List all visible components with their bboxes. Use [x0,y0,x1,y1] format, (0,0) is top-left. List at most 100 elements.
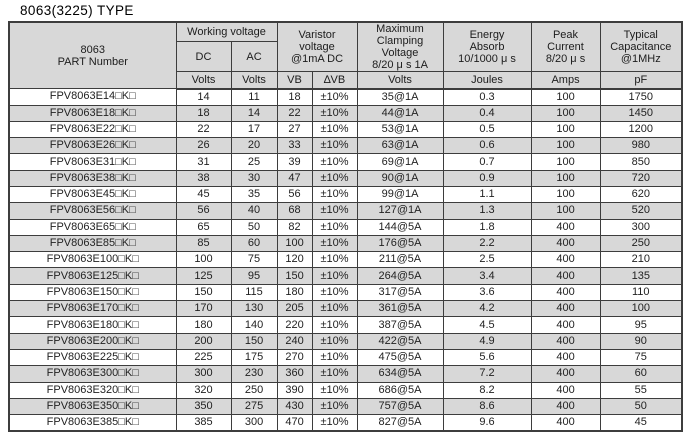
table-row: FPV8063E350□K□ 350 275 430 ±10% 757@5A 8.6 400 5… [8,397,683,416]
header-dc: DC [175,41,232,72]
table-row: FPV8063E22□K□ 22 17 27 ±10% 53@1A 0.5 100 1200 [8,120,683,139]
table-row: FPV8063E14□K□ 14 11 18 ±10% 35@1A 0.3 100 1750 [8,88,683,106]
peak-amps-cell: 100 [530,120,601,139]
peak-amps-cell: 400 [530,218,601,236]
vb-cell: 100 [276,234,313,253]
header-part-number: 8063 PART Number [8,21,177,89]
delta-vb-cell: ±10% [311,332,358,350]
part-number-cell: FPV8063E38□K□ [8,169,177,187]
table-row: FPV8063E150□K□ 150 115 180 ±10% 317@5A 3.6 400 1… [8,283,683,302]
header-max-clamping-voltage: Maximum Clamping Voltage 8/20 μ s 1A [356,21,444,72]
unit-joules: Joules [442,71,532,90]
part-number-cell: FPV8063E350□K□ [8,397,177,416]
header-row-2: DC AC [9,41,682,72]
ac-volts-cell: 14 [230,104,278,122]
peak-amps-cell: 400 [530,234,601,253]
part-number-cell: FPV8063E56□K□ [8,202,177,220]
unit-pf: pF [599,71,683,90]
header-energy-absorb: Energy Absorb 10/1000 μ s [442,21,532,72]
part-number-cell: FPV8063E170□K□ [8,300,177,318]
capacitance-pf-cell: 95 [599,316,683,334]
energy-joules-cell: 2.2 [442,234,532,253]
ac-volts-cell: 175 [230,348,278,367]
part-number-cell: FPV8063E100□K□ [8,251,177,269]
ac-volts-cell: 30 [230,169,278,187]
capacitance-pf-cell: 720 [599,169,683,187]
clamping-voltage-cell: 44@1A [356,104,444,122]
vb-cell: 47 [276,169,313,187]
delta-vb-cell: ±10% [311,104,358,122]
vb-cell: 27 [276,120,313,139]
capacitance-pf-cell: 55 [599,381,683,399]
dc-volts-cell: 150 [175,283,232,302]
delta-vb-cell: ±10% [311,397,358,416]
part-number-cell: FPV8063E22□K□ [8,120,177,139]
clamping-voltage-cell: 757@5A [356,397,444,416]
peak-amps-cell: 100 [530,88,601,106]
clamping-voltage-cell: 144@5A [356,218,444,236]
peak-amps-cell: 400 [530,251,601,269]
capacitance-pf-cell: 250 [599,234,683,253]
table-row: FPV8063E100□K□ 100 75 120 ±10% 211@5A 2.5 400 21… [8,251,683,269]
peak-amps-cell: 400 [530,300,601,318]
unit-amps: Amps [530,71,601,90]
peak-amps-cell: 400 [530,381,601,399]
dc-volts-cell: 200 [175,332,232,350]
dc-volts-cell: 180 [175,316,232,334]
peak-amps-cell: 100 [530,104,601,122]
energy-joules-cell: 3.4 [442,267,532,285]
dc-volts-cell: 170 [175,300,232,318]
table-row: FPV8063E45□K□ 45 35 56 ±10% 99@1A 1.1 100 620 [8,185,683,204]
table-row: FPV8063E300□K□ 300 230 360 ±10% 634@5A 7.2 400 6… [8,365,683,383]
delta-vb-cell: ±10% [311,202,358,220]
capacitance-pf-cell: 620 [599,185,683,204]
ac-volts-cell: 95 [230,267,278,285]
energy-joules-cell: 1.3 [442,202,532,220]
vb-cell: 120 [276,251,313,269]
ac-volts-cell: 25 [230,153,278,171]
part-number-cell: FPV8063E125□K□ [8,267,177,285]
header-typical-capacitance: Typical Capacitance @1MHz [599,21,683,72]
delta-vb-cell: ±10% [311,348,358,367]
part-number-cell: FPV8063E65□K□ [8,218,177,236]
capacitance-pf-cell: 980 [599,137,683,155]
clamping-voltage-cell: 475@5A [356,348,444,367]
delta-vb-cell: ±10% [311,169,358,187]
table-row: FPV8063E85□K□ 85 60 100 ±10% 176@5A 2.2 400 250 [8,234,683,253]
table-row: FPV8063E170□K□ 170 130 205 ±10% 361@5A 4.2 400 1… [8,300,683,318]
clamping-voltage-cell: 63@1A [356,137,444,155]
dc-volts-cell: 385 [175,414,232,432]
peak-amps-cell: 100 [530,137,601,155]
clamping-voltage-cell: 827@5A [356,414,444,432]
capacitance-pf-cell: 90 [599,332,683,350]
ac-volts-cell: 11 [230,88,278,106]
clamping-voltage-cell: 686@5A [356,381,444,399]
table-row: FPV8063E56□K□ 56 40 68 ±10% 127@1A 1.3 100 520 [8,202,683,220]
dc-volts-cell: 320 [175,381,232,399]
delta-vb-cell: ±10% [311,283,358,302]
peak-amps-cell: 400 [530,267,601,285]
vb-cell: 390 [276,381,313,399]
dc-volts-cell: 38 [175,169,232,187]
clamping-voltage-cell: 361@5A [356,300,444,318]
capacitance-pf-cell: 850 [599,153,683,171]
table-body: FPV8063E14□K□ 14 11 18 ±10% 35@1A 0.3 100 1750 FP… [8,88,683,432]
ac-volts-cell: 35 [230,185,278,204]
clamping-voltage-cell: 69@1A [356,153,444,171]
energy-joules-cell: 1.8 [442,218,532,236]
table-row: FPV8063E125□K□ 125 95 150 ±10% 264@5A 3.4 400 13… [8,267,683,285]
part-number-cell: FPV8063E320□K□ [8,381,177,399]
unit-dc-volts: Volts [175,71,232,90]
dc-volts-cell: 45 [175,185,232,204]
dc-volts-cell: 225 [175,348,232,367]
energy-joules-cell: 0.3 [442,88,532,106]
clamping-voltage-cell: 387@5A [356,316,444,334]
delta-vb-cell: ±10% [311,218,358,236]
ac-volts-cell: 300 [230,414,278,432]
capacitance-pf-cell: 110 [599,283,683,302]
table-row: FPV8063E385□K□ 385 300 470 ±10% 827@5A 9.6 400 4… [8,414,683,432]
delta-vb-cell: ±10% [311,234,358,253]
peak-amps-cell: 400 [530,283,601,302]
vb-cell: 150 [276,267,313,285]
energy-joules-cell: 1.1 [442,185,532,204]
